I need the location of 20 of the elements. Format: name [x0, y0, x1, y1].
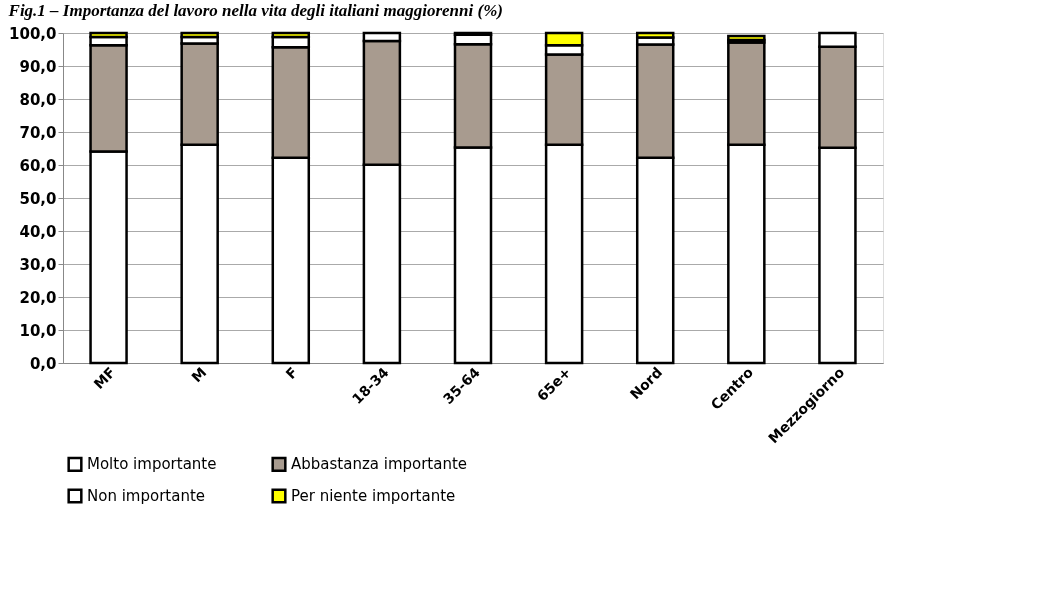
y-tick-label: 100,0 — [9, 24, 57, 43]
x-tick-label: F — [282, 364, 301, 383]
x-tick-label: M — [188, 364, 210, 386]
x-tick-label: MF — [90, 364, 119, 393]
y-tick-label: 30,0 — [19, 255, 57, 274]
legend-label: Per niente importante — [291, 487, 456, 505]
y-tick-label: 70,0 — [19, 123, 57, 142]
y-tick-label: 40,0 — [19, 222, 57, 241]
y-tick-label: 90,0 — [19, 57, 57, 76]
y-tick-label: 10,0 — [19, 321, 57, 340]
y-tick-label: 50,0 — [19, 189, 57, 208]
legend-label: Abbastanza importante — [291, 455, 468, 474]
legend-label: Non importante — [87, 487, 206, 505]
y-tick-label: 60,0 — [19, 156, 57, 175]
y-tick-label: 20,0 — [19, 288, 57, 307]
y-tick-label: 80,0 — [19, 90, 57, 109]
bar — [727, 34, 766, 42]
legend-label: Molto importante — [87, 455, 217, 474]
chart-title: Fig.1 – Importanza del lavoro nella vita degli italiani maggiorenni (%) — [7, 1, 503, 20]
y-tick-label: 0,0 — [29, 354, 57, 373]
